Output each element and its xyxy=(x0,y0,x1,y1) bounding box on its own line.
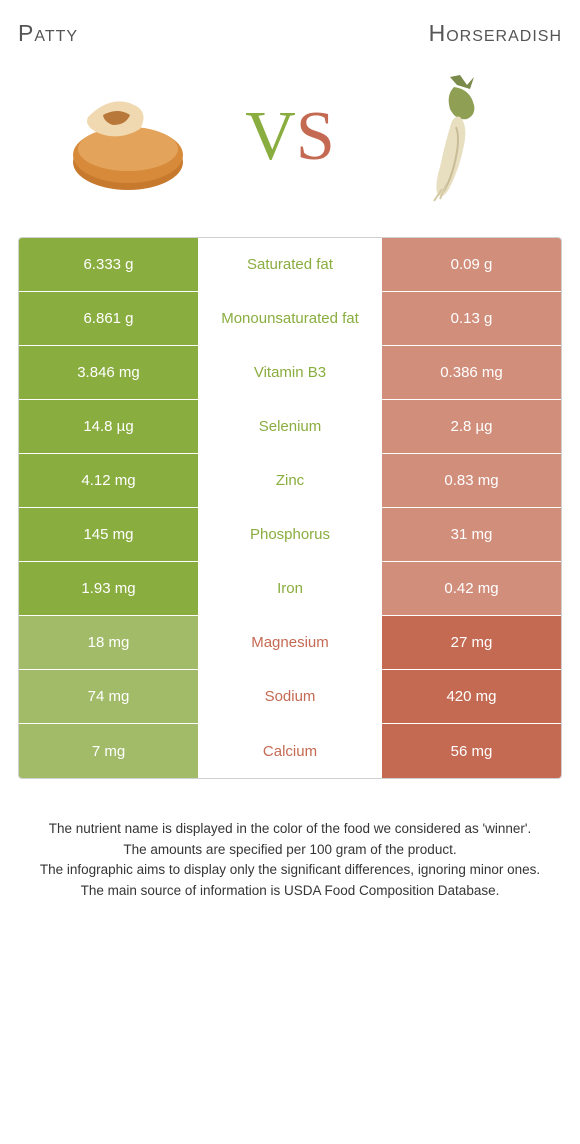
left-value-cell: 3.846 mg xyxy=(19,346,198,399)
infographic-container: Patty Horseradish VS 6.33 xyxy=(0,0,580,921)
footer-line: The nutrient name is displayed in the co… xyxy=(24,819,556,839)
nutrient-label-cell: Monounsaturated fat xyxy=(198,292,382,345)
left-value-cell: 6.861 g xyxy=(19,292,198,345)
table-row: 6.333 gSaturated fat0.09 g xyxy=(19,238,561,292)
left-value-cell: 74 mg xyxy=(19,670,198,723)
table-row: 4.12 mgZinc0.83 mg xyxy=(19,454,561,508)
nutrient-label-cell: Iron xyxy=(198,562,382,615)
footer-line: The main source of information is USDA F… xyxy=(24,881,556,901)
footer-notes: The nutrient name is displayed in the co… xyxy=(18,819,562,900)
right-food-title: Horseradish xyxy=(421,20,562,47)
nutrient-table: 6.333 gSaturated fat0.09 g6.861 gMonouns… xyxy=(18,237,562,779)
patty-image xyxy=(58,67,198,207)
images-row: VS xyxy=(18,67,562,207)
table-row: 18 mgMagnesium27 mg xyxy=(19,616,561,670)
table-row: 7 mgCalcium56 mg xyxy=(19,724,561,778)
right-value-cell: 0.13 g xyxy=(382,292,561,345)
nutrient-label-cell: Saturated fat xyxy=(198,238,382,291)
table-row: 145 mgPhosphorus31 mg xyxy=(19,508,561,562)
table-row: 1.93 mgIron0.42 mg xyxy=(19,562,561,616)
table-row: 3.846 mgVitamin B30.386 mg xyxy=(19,346,561,400)
left-food-title: Patty xyxy=(18,20,78,47)
horseradish-image xyxy=(382,67,522,207)
left-value-cell: 14.8 µg xyxy=(19,400,198,453)
table-row: 14.8 µgSelenium2.8 µg xyxy=(19,400,561,454)
left-value-cell: 1.93 mg xyxy=(19,562,198,615)
nutrient-label-cell: Vitamin B3 xyxy=(198,346,382,399)
vs-label: VS xyxy=(245,97,335,177)
table-row: 74 mgSodium420 mg xyxy=(19,670,561,724)
right-value-cell: 0.42 mg xyxy=(382,562,561,615)
left-value-cell: 6.333 g xyxy=(19,238,198,291)
titles-row: Patty Horseradish xyxy=(18,20,562,47)
right-value-cell: 0.09 g xyxy=(382,238,561,291)
right-value-cell: 27 mg xyxy=(382,616,561,669)
right-value-cell: 420 mg xyxy=(382,670,561,723)
left-value-cell: 145 mg xyxy=(19,508,198,561)
nutrient-label-cell: Zinc xyxy=(198,454,382,507)
left-value-cell: 7 mg xyxy=(19,724,198,778)
nutrient-label-cell: Selenium xyxy=(198,400,382,453)
nutrient-label-cell: Magnesium xyxy=(198,616,382,669)
footer-line: The amounts are specified per 100 gram o… xyxy=(24,840,556,860)
left-value-cell: 4.12 mg xyxy=(19,454,198,507)
nutrient-label-cell: Sodium xyxy=(198,670,382,723)
right-value-cell: 56 mg xyxy=(382,724,561,778)
right-value-cell: 0.83 mg xyxy=(382,454,561,507)
right-value-cell: 31 mg xyxy=(382,508,561,561)
footer-line: The infographic aims to display only the… xyxy=(24,860,556,880)
nutrient-label-cell: Calcium xyxy=(198,724,382,778)
vs-s: S xyxy=(296,98,335,175)
vs-v: V xyxy=(245,98,296,175)
right-value-cell: 0.386 mg xyxy=(382,346,561,399)
table-row: 6.861 gMonounsaturated fat0.13 g xyxy=(19,292,561,346)
left-value-cell: 18 mg xyxy=(19,616,198,669)
nutrient-label-cell: Phosphorus xyxy=(198,508,382,561)
right-value-cell: 2.8 µg xyxy=(382,400,561,453)
